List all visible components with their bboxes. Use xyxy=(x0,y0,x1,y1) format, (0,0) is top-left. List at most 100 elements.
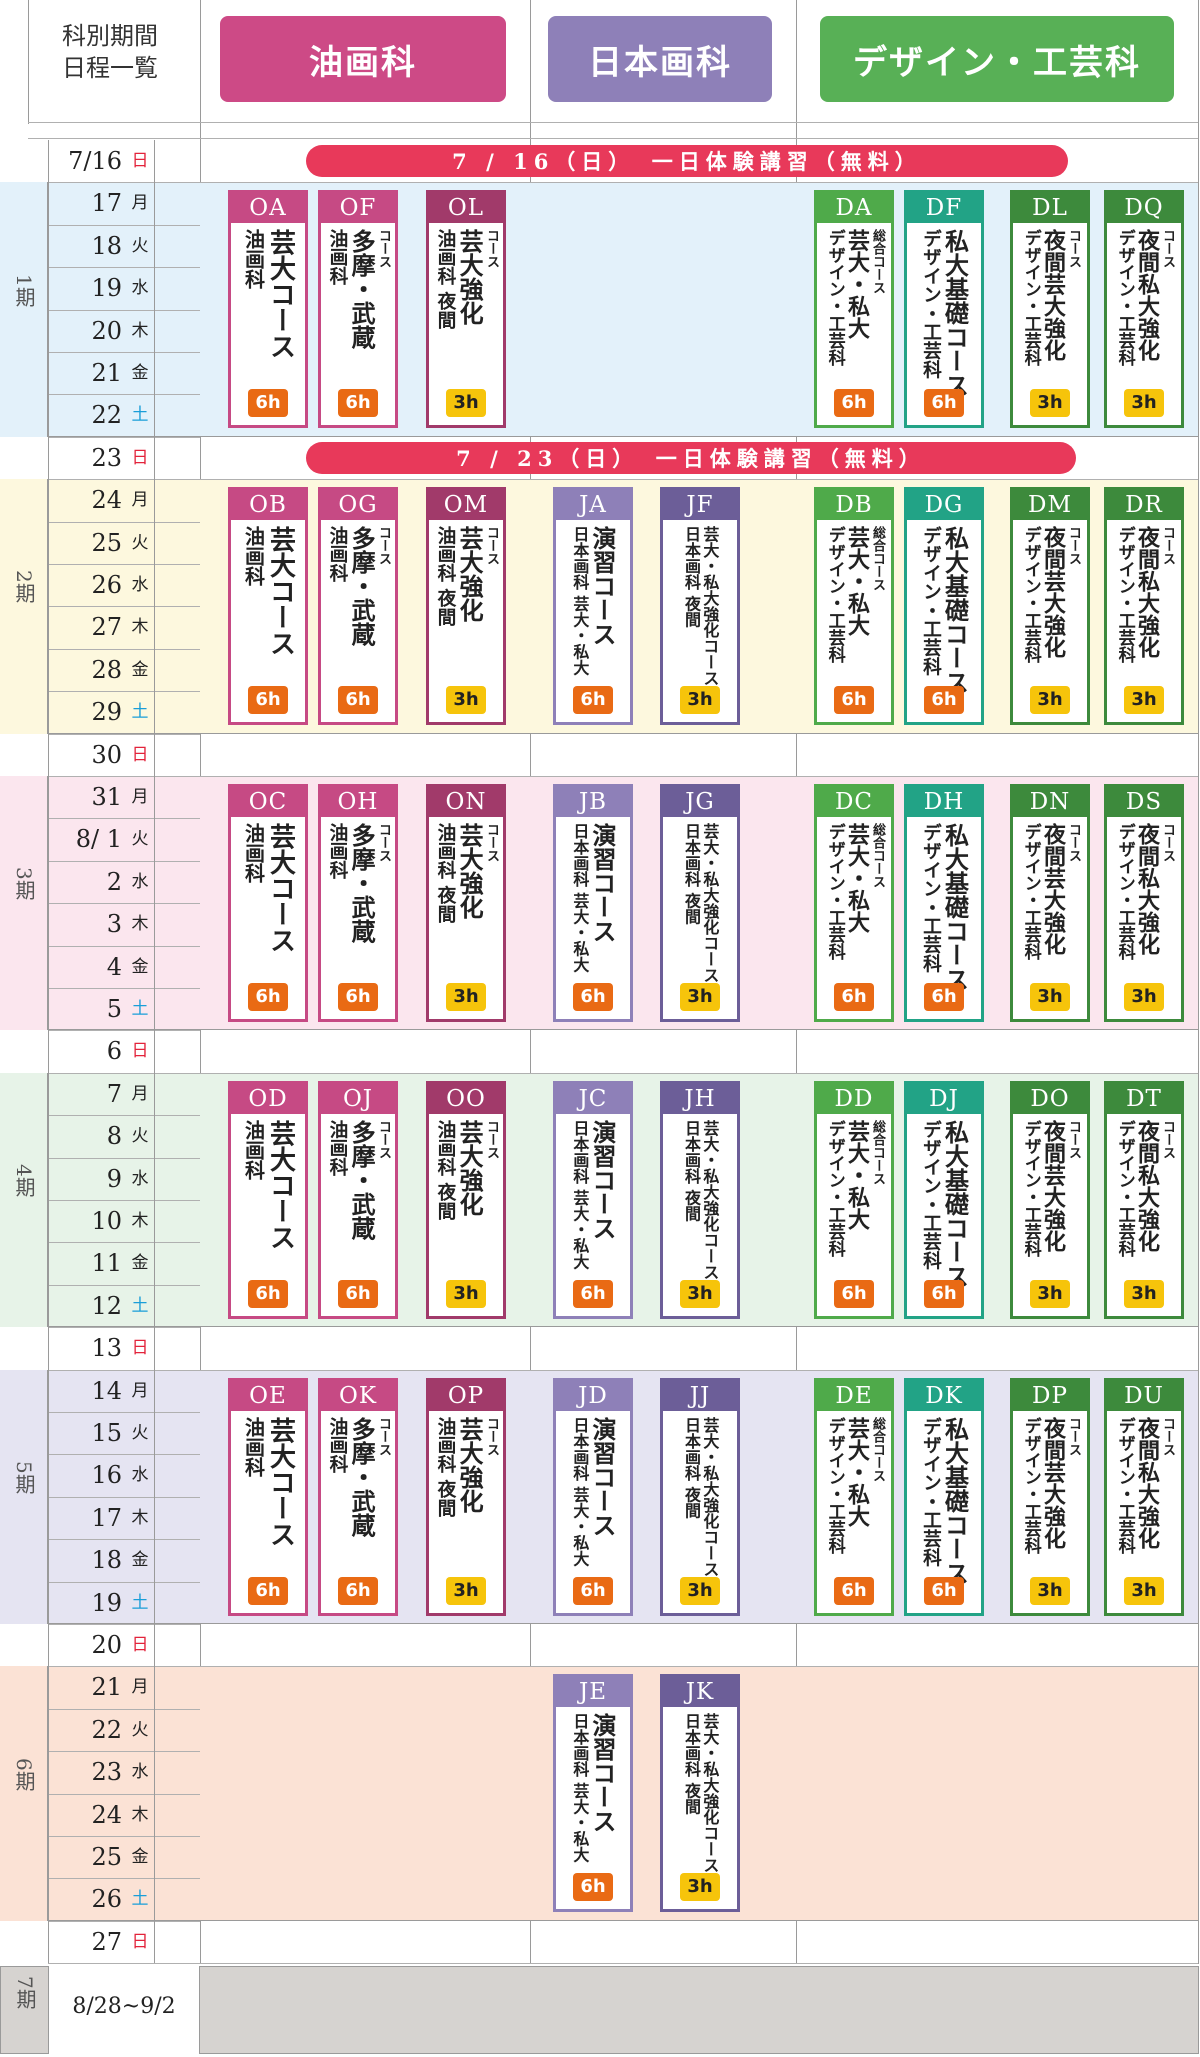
course-name-line: デザイン・工芸科 xyxy=(919,1119,942,1270)
course-name: デザイン・工芸科 夜間芸大強化 コース xyxy=(1013,1417,1087,1569)
course-name-line: 私大基礎コース xyxy=(940,1416,970,1585)
course-name-line: 油画科 xyxy=(326,229,349,286)
course-code: DP xyxy=(1013,1380,1087,1411)
course-hours-badge: 3h xyxy=(1030,686,1070,715)
day-weekday: 木 xyxy=(131,1804,149,1825)
course-hours-badge: 3h xyxy=(446,983,486,1011)
course-code: JH xyxy=(663,1083,737,1114)
course-name-line: 油画科 夜間 xyxy=(434,1119,457,1220)
row-line xyxy=(48,776,200,777)
period-label-text: 5期 xyxy=(12,1460,36,1494)
day-weekday: 水 xyxy=(131,1168,149,1189)
col-line xyxy=(154,1369,155,1412)
col-line xyxy=(154,1072,155,1116)
course-name-line: 芸大強化 xyxy=(455,1119,485,1216)
course-name-line: 日本画科 夜間 xyxy=(682,1713,701,1815)
col-line xyxy=(154,479,155,522)
event-bar-2: 7 / 23（日） 一日体験講習（無料） xyxy=(306,441,1076,474)
day-weekday: 木 xyxy=(131,914,149,935)
course-card: OE 油画科 芸大コース 6h xyxy=(228,1377,308,1616)
course-card: JC 日本画科 芸大・私大 演習コース 6h xyxy=(553,1080,633,1319)
col-line xyxy=(154,1836,155,1879)
course-name: デザイン・工芸科 芸大・私大 総合コース xyxy=(817,1120,891,1272)
course-hours-badge: 3h xyxy=(446,1576,486,1605)
grid-line xyxy=(28,138,1198,139)
course-name-line: 芸大コース xyxy=(265,526,296,657)
day-weekday: 金 xyxy=(131,1253,149,1274)
row-line xyxy=(48,1963,200,1965)
course-name: デザイン・工芸科 芸大・私大 総合コース xyxy=(817,1417,891,1569)
row-line xyxy=(48,564,200,565)
period-label-text: 2期 xyxy=(12,570,36,604)
course-card: JD 日本画科 芸大・私大 演習コース 6h xyxy=(553,1377,633,1616)
course-card: OL 油画科 夜間 芸大強化 コース 3h xyxy=(426,190,506,429)
course-hours-badge: 3h xyxy=(446,389,486,418)
course-code: DR xyxy=(1107,490,1181,521)
course-name: 油画科 多摩・武蔵 コース xyxy=(321,1417,395,1569)
course-hours-badge: 6h xyxy=(338,686,378,715)
course-code: DO xyxy=(1013,1083,1087,1114)
day-weekday: 月 xyxy=(131,193,149,214)
course-hours-badge: 3h xyxy=(1124,983,1164,1011)
course-name: デザイン・工芸科 芸大・私大 総合コース xyxy=(817,229,891,381)
row-line xyxy=(48,1666,200,1668)
col-line xyxy=(154,182,155,225)
col-line xyxy=(154,903,155,946)
course-code: DF xyxy=(907,193,981,224)
course-card: JH 日本画科 夜間 芸大・私大強化コース 3h xyxy=(660,1080,740,1319)
course-name-line: 演習コース xyxy=(587,1119,617,1240)
day-number: 11 xyxy=(91,1249,122,1278)
col-line xyxy=(154,988,155,1031)
course-hours-badge: 3h xyxy=(446,1279,486,1308)
course-name-line: 私大基礎コース xyxy=(940,823,970,991)
course-name-line: 総合コース xyxy=(869,1119,885,1185)
day-number: 23 xyxy=(91,1758,122,1787)
course-code: DN xyxy=(1013,787,1087,817)
row-line xyxy=(48,1327,200,1329)
col-line xyxy=(154,1496,155,1540)
col-line xyxy=(154,818,155,861)
course-name-line: 演習コース xyxy=(587,1713,617,1834)
day-weekday: 火 xyxy=(131,1126,149,1147)
row-line xyxy=(48,224,200,226)
course-name-line: デザイン・工芸科 xyxy=(919,526,942,676)
course-name-line: 多摩・武蔵 xyxy=(347,1119,377,1240)
course-hours-badge: 3h xyxy=(1030,389,1070,418)
course-code: OC xyxy=(231,787,305,817)
day-number: 24 xyxy=(91,1800,122,1829)
day-weekday: 金 xyxy=(131,363,149,383)
course-hours-badge: 6h xyxy=(834,389,874,418)
course-name: 油画科 芸大コース xyxy=(231,229,305,381)
course-hours-badge: 3h xyxy=(1124,389,1164,418)
day-number: 7 xyxy=(106,1079,122,1108)
course-card: DA デザイン・工芸科 芸大・私大 総合コース 6h xyxy=(814,190,894,429)
course-hours-badge: 3h xyxy=(1030,983,1070,1011)
course-hours-badge: 3h xyxy=(1124,686,1164,715)
course-hours-badge: 6h xyxy=(573,1279,613,1308)
col-line xyxy=(154,267,155,310)
day-number: 31 xyxy=(91,783,122,811)
day-number: 26 xyxy=(91,1885,122,1914)
course-name: デザイン・工芸科 夜間私大強化 コース xyxy=(1107,229,1181,381)
course-name-line: 油画科 夜間 xyxy=(434,823,457,924)
course-name-line: 総合コース xyxy=(869,823,885,888)
period-label-cell xyxy=(0,479,48,734)
day-number: 22 xyxy=(91,1715,122,1744)
day-number: 9 xyxy=(106,1164,122,1193)
course-name-line: コース xyxy=(376,526,392,566)
course-name-line: コース xyxy=(1159,229,1175,269)
col-line xyxy=(154,1115,155,1158)
course-name-line: デザイン・工芸科 xyxy=(1020,1416,1041,1554)
course-name: デザイン・工芸科 芸大・私大 総合コース xyxy=(817,526,891,678)
course-name-line: 演習コース xyxy=(587,526,617,647)
course-name-line: コース xyxy=(1159,1416,1175,1456)
course-name: 日本画科 夜間 芸大・私大強化コース xyxy=(663,1713,737,1873)
course-code: DJ xyxy=(907,1083,981,1114)
day-weekday: 日 xyxy=(131,744,149,765)
course-hours-badge: 3h xyxy=(680,1576,720,1605)
course-name-line: 日本画科 夜間 xyxy=(682,1416,701,1519)
day-number: 22 xyxy=(91,401,122,430)
row-line xyxy=(48,691,200,693)
row-line xyxy=(48,1539,200,1541)
day-number: 30 xyxy=(91,740,122,769)
